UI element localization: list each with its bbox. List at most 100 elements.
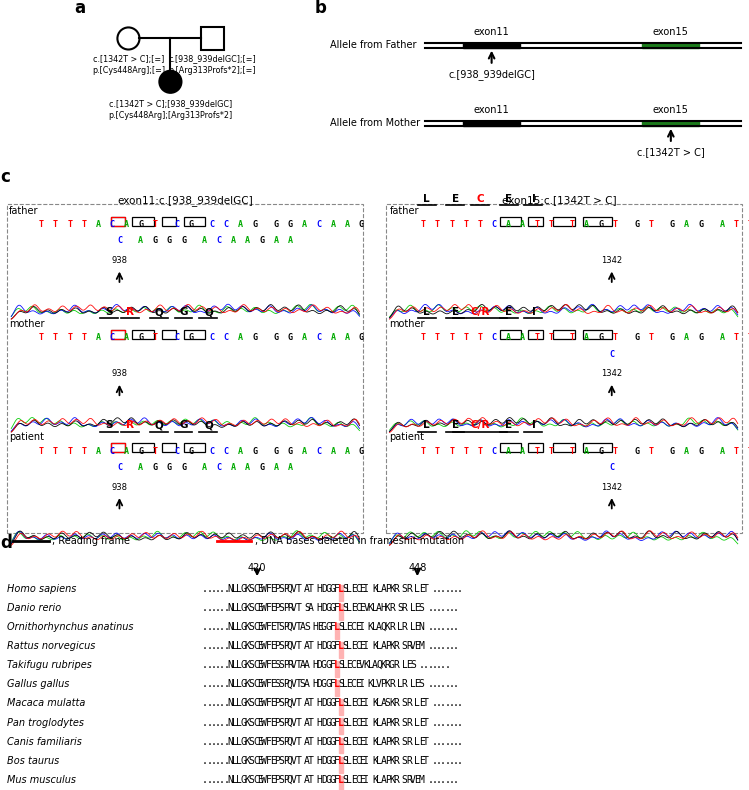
Text: .: . — [202, 756, 208, 766]
Text: C: C — [174, 446, 179, 456]
Text: D: D — [321, 603, 327, 613]
Text: H: H — [380, 603, 386, 613]
Text: R: R — [406, 641, 412, 651]
Text: E: E — [257, 603, 263, 613]
Text: R: R — [401, 679, 407, 690]
Text: G: G — [325, 717, 331, 728]
Text: L: L — [236, 603, 242, 613]
Text: F: F — [266, 603, 272, 613]
Text: A: A — [684, 220, 689, 229]
Text: .: . — [431, 660, 437, 670]
Text: G: G — [698, 446, 703, 456]
Bar — [335, 661, 339, 677]
Text: C: C — [110, 333, 115, 342]
Text: L: L — [376, 736, 382, 747]
Text: P: P — [385, 584, 390, 594]
Text: .: . — [444, 622, 450, 632]
Text: A: A — [304, 756, 310, 766]
Text: T: T — [549, 220, 554, 229]
Bar — [554, 443, 574, 452]
Text: S: S — [419, 679, 425, 690]
Text: K: K — [368, 622, 374, 632]
Text: .: . — [219, 717, 225, 728]
Text: H: H — [317, 736, 323, 747]
Text: T: T — [53, 333, 58, 342]
Text: L: L — [347, 775, 352, 784]
Text: .: . — [215, 775, 221, 784]
Text: .: . — [436, 622, 442, 632]
Text: A: A — [231, 236, 236, 246]
Text: Danio rerio: Danio rerio — [7, 603, 61, 613]
Text: V: V — [291, 698, 297, 709]
Text: Q: Q — [154, 307, 163, 318]
Text: R: R — [287, 660, 293, 670]
Text: .: . — [444, 641, 450, 651]
Text: G: G — [321, 622, 327, 632]
Text: S: S — [401, 736, 407, 747]
Text: T: T — [421, 220, 425, 229]
Text: K: K — [363, 660, 369, 670]
Text: E: E — [419, 736, 425, 747]
Text: .: . — [215, 698, 221, 709]
Text: E: E — [505, 420, 512, 431]
Text: L: L — [347, 736, 352, 747]
Text: C: C — [609, 349, 614, 359]
Text: Q: Q — [287, 622, 293, 632]
Text: E: E — [317, 622, 323, 632]
Text: K: K — [244, 603, 250, 613]
Text: T: T — [67, 220, 72, 229]
Text: C: C — [253, 756, 259, 766]
Text: .: . — [202, 584, 208, 594]
Text: A: A — [380, 641, 386, 651]
Text: .: . — [431, 679, 437, 690]
Bar — [201, 28, 223, 50]
Text: .: . — [457, 736, 463, 747]
Text: .: . — [215, 584, 221, 594]
Text: D: D — [317, 679, 323, 690]
Text: .: . — [444, 679, 450, 690]
Text: C: C — [253, 698, 259, 709]
Text: E: E — [257, 775, 263, 784]
Text: A: A — [720, 220, 724, 229]
Text: C: C — [253, 584, 259, 594]
Text: T: T — [309, 641, 314, 651]
Text: C: C — [174, 333, 179, 342]
Text: I: I — [363, 756, 369, 766]
Text: .: . — [452, 756, 458, 766]
Text: A: A — [238, 220, 243, 229]
Text: M: M — [419, 641, 425, 651]
Text: .: . — [440, 717, 446, 728]
Text: A: A — [302, 220, 307, 229]
Text: F: F — [334, 641, 339, 651]
Text: G: G — [188, 333, 193, 342]
Text: R: R — [389, 603, 395, 613]
Text: G: G — [325, 736, 331, 747]
Text: .: . — [452, 622, 458, 632]
Text: T: T — [535, 220, 539, 229]
Text: .: . — [431, 736, 437, 747]
Text: C: C — [253, 775, 259, 784]
Text: E: E — [351, 584, 357, 594]
Text: .: . — [202, 698, 208, 709]
Text: E: E — [257, 622, 263, 632]
Text: G: G — [330, 756, 336, 766]
Bar — [642, 43, 700, 48]
Text: A: A — [720, 446, 724, 456]
Text: .: . — [431, 622, 437, 632]
Text: K: K — [244, 736, 250, 747]
Text: A: A — [376, 622, 382, 632]
Text: G: G — [181, 236, 186, 246]
Bar — [339, 585, 343, 600]
Text: E: E — [257, 584, 263, 594]
Text: .: . — [219, 679, 225, 690]
Text: .: . — [223, 584, 229, 594]
Text: G: G — [389, 660, 395, 670]
Text: P: P — [385, 641, 390, 651]
Text: F: F — [330, 660, 336, 670]
Bar — [111, 330, 125, 339]
Text: T: T — [153, 220, 157, 229]
Text: .: . — [436, 756, 442, 766]
Text: K: K — [368, 603, 374, 613]
Text: .: . — [215, 603, 221, 613]
Text: E: E — [270, 584, 276, 594]
